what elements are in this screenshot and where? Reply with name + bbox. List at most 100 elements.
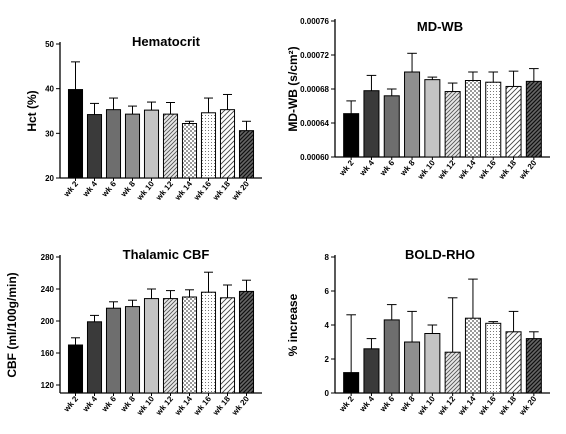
bar (343, 113, 360, 158)
bar (67, 89, 84, 179)
y-tick-label: 280 (41, 253, 55, 262)
bar (162, 298, 179, 394)
x-tick-label: wk 8 (398, 394, 417, 414)
bar (238, 290, 255, 394)
bar (505, 331, 522, 394)
y-tick-label: 0 (325, 389, 330, 398)
x-tick-label: wk 20 (229, 394, 251, 418)
x-tick-label: wk 16 (476, 158, 498, 182)
bar (525, 80, 542, 158)
bar (238, 130, 255, 179)
bar (444, 91, 461, 158)
x-tick-label: wk 14 (172, 179, 194, 203)
bar (464, 80, 481, 158)
bar (124, 113, 141, 179)
y-tick-label: 30 (45, 129, 54, 138)
x-tick-label: wk 2 (337, 394, 356, 414)
chart-panel: Hematocrit Hct (%) 20 30 40 50 wk 2 wk 4 wk 6 wk … (25, 34, 262, 203)
x-tick-label: wk 16 (191, 179, 213, 203)
x-tick-label: wk 12 (153, 394, 175, 418)
bar (444, 351, 461, 394)
x-tick-label: wk 6 (378, 394, 397, 414)
y-tick-label: 50 (45, 40, 54, 49)
x-tick-label: wk 2 (61, 179, 80, 199)
bar (67, 344, 84, 394)
x-tick-label: wk 8 (398, 158, 417, 178)
bar (404, 341, 421, 394)
bar (424, 79, 441, 158)
x-tick-label: wk 10 (134, 179, 156, 203)
x-tick-label: wk 6 (99, 179, 118, 199)
x-tick-label: wk 4 (357, 394, 376, 414)
bar (181, 123, 198, 179)
bar (505, 85, 522, 158)
y-axis-label: MD-WB (s/cm²) (286, 46, 300, 131)
bar (525, 338, 542, 394)
x-tick-label: wk 20 (517, 394, 539, 418)
bar (143, 109, 160, 179)
x-tick-label: wk 12 (153, 179, 175, 203)
x-tick-label: wk 20 (229, 179, 251, 203)
x-tick-label: wk 2 (61, 394, 80, 414)
y-tick-label: 40 (45, 85, 54, 94)
bar (404, 71, 421, 158)
bar (200, 291, 217, 394)
bar (200, 112, 217, 179)
x-tick-label: wk 12 (436, 394, 458, 418)
chart-panel: Thalamic CBF CBF (ml/100g/min) 120 160 200 24… (5, 247, 262, 418)
x-tick-label: wk 14 (172, 394, 194, 418)
x-tick-label: wk 16 (191, 394, 213, 418)
x-tick-label: wk 10 (415, 394, 437, 418)
bar (86, 321, 103, 394)
y-tick-label: 120 (41, 381, 55, 390)
y-tick-label: 0.00064 (300, 119, 329, 128)
y-tick-label: 0.00068 (300, 85, 329, 94)
y-tick-label: 160 (41, 349, 55, 358)
bar (124, 306, 141, 394)
bar (105, 109, 122, 179)
y-axis-label: % increase (286, 293, 300, 356)
x-tick-label: wk 16 (476, 394, 498, 418)
y-tick-label: 20 (45, 174, 54, 183)
x-tick-label: wk 12 (436, 158, 458, 182)
y-axis-label: CBF (ml/100g/min) (5, 272, 19, 377)
y-tick-label: 6 (325, 287, 330, 296)
bar (383, 95, 400, 158)
bar (363, 90, 380, 158)
x-tick-label: wk 14 (456, 394, 478, 418)
chart-title: MD-WB (417, 19, 463, 34)
x-tick-label: wk 2 (337, 158, 356, 178)
x-tick-label: wk 18 (210, 179, 232, 203)
x-tick-label: wk 18 (497, 394, 519, 418)
chart-panel: MD-WB MD-WB (s/cm²) 0.00060 0.00064 0.00068 0… (286, 17, 550, 182)
y-tick-label: 240 (41, 285, 55, 294)
bar (143, 298, 160, 394)
x-tick-label: wk 20 (517, 158, 539, 182)
y-tick-label: 0.00072 (300, 51, 329, 60)
bar (105, 307, 122, 394)
bar (424, 333, 441, 394)
chart-title: Thalamic CBF (123, 247, 210, 262)
x-tick-label: wk 18 (497, 158, 519, 182)
x-tick-label: wk 4 (80, 394, 99, 414)
chart-title: BOLD-RHO (405, 247, 475, 262)
bar (383, 319, 400, 394)
y-tick-label: 8 (325, 253, 330, 262)
bar (343, 372, 360, 394)
x-tick-label: wk 14 (456, 158, 478, 182)
x-tick-label: wk 4 (357, 158, 376, 178)
y-tick-label: 2 (325, 355, 330, 364)
bar (86, 114, 103, 179)
chart-title: Hematocrit (132, 34, 201, 49)
bar (219, 297, 236, 394)
bar (464, 317, 481, 394)
x-tick-label: wk 10 (134, 394, 156, 418)
bar (485, 81, 502, 158)
y-tick-label: 0.00076 (300, 17, 329, 26)
x-tick-label: wk 10 (415, 158, 437, 182)
y-tick-label: 200 (41, 317, 55, 326)
x-tick-label: wk 4 (80, 179, 99, 199)
